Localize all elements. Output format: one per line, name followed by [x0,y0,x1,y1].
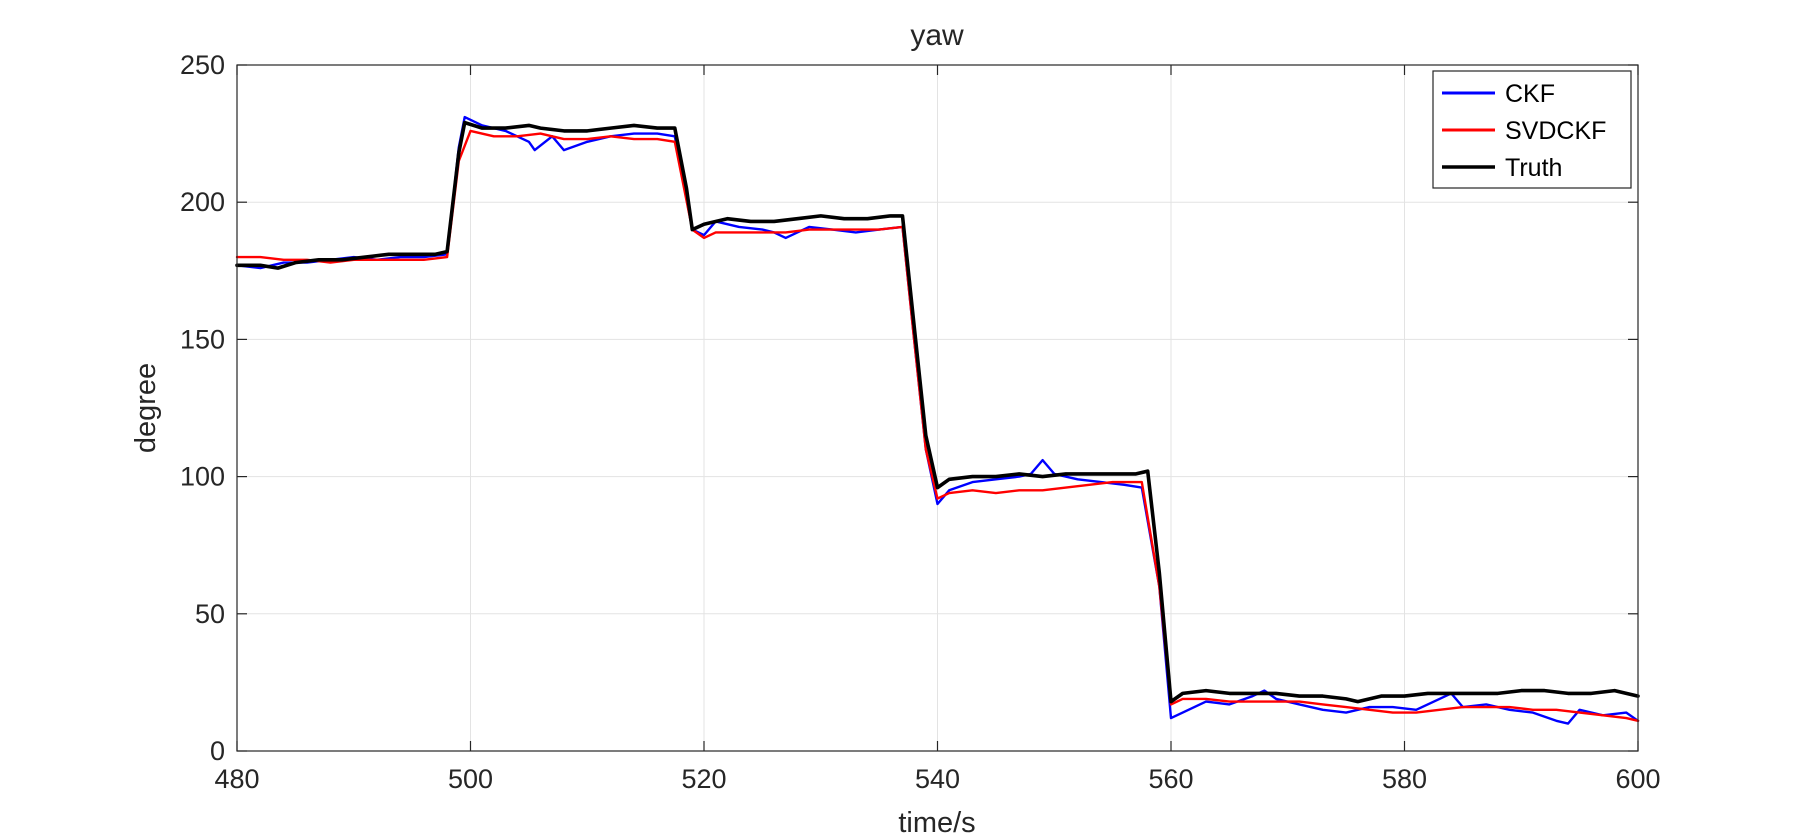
legend: CKF SVDCKF Truth [1432,70,1632,189]
axis-ticks: 480 500 520 540 560 580 600 0 50 100 150 200 250 [180,50,1661,794]
legend-label-svdckf: SVDCKF [1505,117,1606,145]
x-tick-label: 600 [1615,764,1660,794]
x-axis-label: time/s [898,807,975,839]
legend-label-ckf: CKF [1505,80,1555,108]
legend-label-truth: Truth [1505,154,1562,182]
y-tick-label: 200 [180,187,225,217]
x-tick-label: 580 [1382,764,1427,794]
y-tick-label: 0 [210,736,225,766]
x-tick-label: 540 [915,764,960,794]
y-tick-label: 250 [180,50,225,80]
x-tick-label: 560 [1148,764,1193,794]
series-line-truth [235,120,1640,704]
x-tick-label: 520 [681,764,726,794]
x-tick-label: 480 [214,764,259,794]
y-tick-label: 50 [195,599,225,629]
y-tick-label: 100 [180,462,225,492]
chart-title: yaw [910,19,964,52]
y-tick-label: 150 [180,324,225,354]
series-layer [235,115,1640,725]
x-tick-label: 500 [448,764,493,794]
y-axis-label: degree [130,363,162,453]
series-line-svdckf [235,129,1640,722]
